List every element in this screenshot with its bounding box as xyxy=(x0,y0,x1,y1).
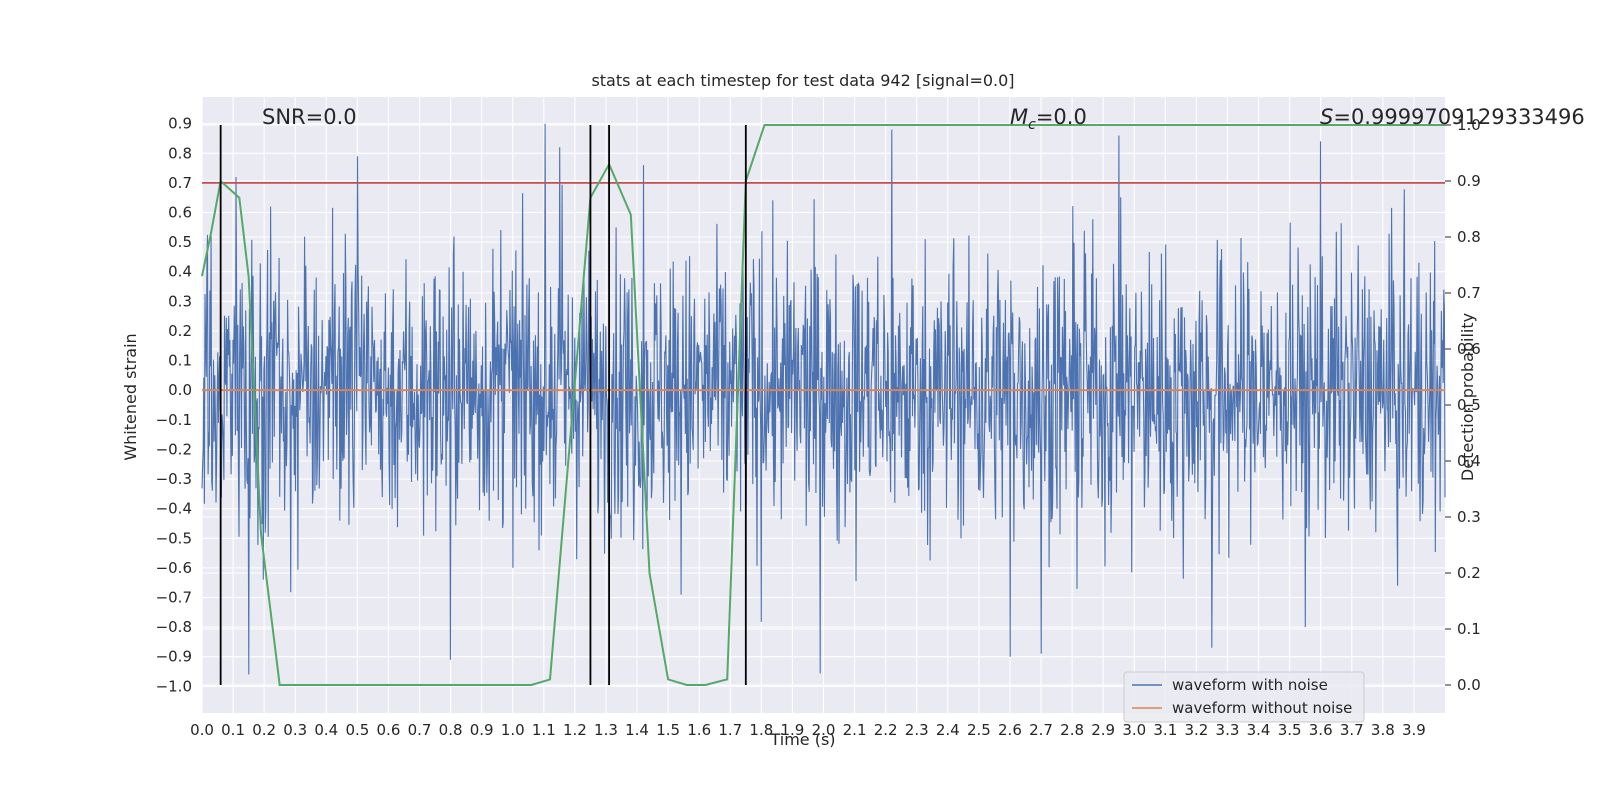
x-tick-label: 1.2 xyxy=(563,721,587,739)
x-tick-label: 3.3 xyxy=(1216,721,1240,739)
x-tick-label: 1.9 xyxy=(780,721,804,739)
x-tick-label: 2.4 xyxy=(936,721,960,739)
x-tick-label: 3.2 xyxy=(1184,721,1208,739)
chirp-mass-annotation: Mc=0.0 xyxy=(1010,105,1087,133)
x-tick-label: 1.3 xyxy=(594,721,618,739)
y2-tick-label: 0.6 xyxy=(1457,340,1481,358)
chirp-mass-symbol: M xyxy=(1010,105,1028,129)
y-tick-label: −1.0 xyxy=(156,677,192,695)
y2-tick-label: 0.3 xyxy=(1457,508,1481,526)
chirp-mass-value: =0.0 xyxy=(1036,105,1087,129)
x-tick-label: 0.7 xyxy=(408,721,432,739)
x-tick-labels: 0.0 0.1 0.2 0.3 0.4 0.5 0.6 0.7 0.8 0.9 1.0 1.1 1.2 1… xyxy=(190,721,1426,739)
y-axis-label: Whitened strain xyxy=(121,333,140,460)
noisy-waveform-line xyxy=(201,123,1446,675)
x-tick-label: 0.4 xyxy=(314,721,338,739)
x-tick-label: 1.4 xyxy=(625,721,649,739)
y-tick-label: 0.2 xyxy=(168,322,192,340)
x-tick-label: 1.6 xyxy=(687,721,711,739)
y-tick-label: 0.9 xyxy=(168,115,192,133)
y2-tick-label: 0.5 xyxy=(1457,396,1481,414)
plot-area xyxy=(201,97,1451,713)
x-tick-label: 2.5 xyxy=(967,721,991,739)
x-tick-label: 3.5 xyxy=(1278,721,1302,739)
chirp-mass-subscript: c xyxy=(1028,117,1036,133)
legend-label-clean: waveform without noise xyxy=(1172,699,1352,717)
x-tick-label: 0.1 xyxy=(221,721,245,739)
y-tick-label: 0.8 xyxy=(168,144,192,162)
legend-label-noisy: waveform with noise xyxy=(1172,676,1328,694)
x-tick-label: 3.8 xyxy=(1371,721,1395,739)
x-tick-label: 0.0 xyxy=(190,721,214,739)
y2-tick-label: 0.2 xyxy=(1457,564,1481,582)
y-tick-label: 0.1 xyxy=(168,352,192,370)
y-tick-label: −0.7 xyxy=(156,589,192,607)
x-tick-label: 1.8 xyxy=(749,721,773,739)
y-tick-label: −0.6 xyxy=(156,559,192,577)
x-tick-label: 0.6 xyxy=(377,721,401,739)
y-tick-label: 0.5 xyxy=(168,233,192,251)
x-tick-label: 0.8 xyxy=(439,721,463,739)
score-annotation: S=0.9999709129333496 xyxy=(1320,105,1585,129)
y-tick-label: 0.3 xyxy=(168,292,192,310)
x-tick-label: 0.2 xyxy=(252,721,276,739)
x-tick-label: 0.5 xyxy=(345,721,369,739)
y-tick-label: 0.0 xyxy=(168,381,192,399)
y-tick-label: −0.5 xyxy=(156,529,192,547)
y-tick-label: −0.8 xyxy=(156,618,192,636)
y-tick-label: 0.7 xyxy=(168,174,192,192)
legend-box xyxy=(1123,671,1365,723)
y2-tick-label: 0.9 xyxy=(1457,172,1481,190)
y-tick-label: −0.4 xyxy=(156,500,192,518)
y-tick-label: −0.2 xyxy=(156,440,192,458)
x-tick-label: 3.1 xyxy=(1153,721,1177,739)
x-tick-label: 3.6 xyxy=(1309,721,1333,739)
x-tick-label: 3.9 xyxy=(1402,721,1426,739)
y-tick-label: −0.3 xyxy=(156,470,192,488)
detection-markers xyxy=(219,125,747,685)
y-tick-label: 0.4 xyxy=(168,263,192,281)
x-axis-label: Time (s) xyxy=(769,730,835,749)
x-tick-label: 2.3 xyxy=(905,721,929,739)
y2-axis-label: Detection probability xyxy=(1458,313,1477,481)
x-tick-label: 2.2 xyxy=(874,721,898,739)
x-tick-label: 2.0 xyxy=(812,721,836,739)
y2-tick-label: 0.1 xyxy=(1457,620,1481,638)
x-tick-label: 2.8 xyxy=(1060,721,1084,739)
x-tick-label: 2.1 xyxy=(843,721,867,739)
x-tick-label: 0.9 xyxy=(470,721,494,739)
y2-tick-label: 0.0 xyxy=(1457,676,1481,694)
y-tick-labels: 0.9 0.8 0.7 0.6 0.5 0.4 0.3 0.2 0.1 0.0 −0.1 −0.2 −0… xyxy=(156,115,192,696)
score-symbol: S xyxy=(1320,105,1333,129)
legend: waveform with noise waveform without noi… xyxy=(1123,671,1365,723)
snr-annotation: SNR=0.0 xyxy=(262,105,357,129)
x-tick-label: 3.4 xyxy=(1247,721,1271,739)
x-tick-label: 2.9 xyxy=(1091,721,1115,739)
y2-tick-label: 0.8 xyxy=(1457,228,1481,246)
y2-tick-label: 0.4 xyxy=(1457,452,1481,470)
x-tick-label: 0.3 xyxy=(283,721,307,739)
y2-tick-label: 1.0 xyxy=(1457,116,1481,134)
score-value: =0.9999709129333496 xyxy=(1333,105,1584,129)
chart-title: stats at each timestep for test data 942… xyxy=(591,71,1014,90)
x-tick-label: 1.5 xyxy=(656,721,680,739)
x-tick-label: 1.1 xyxy=(532,721,556,739)
x-tick-label: 1.0 xyxy=(501,721,525,739)
y2-tick-labels: 1.0 0.9 0.8 0.7 0.6 0.5 0.4 0.3 0.2 0.1 0.0 xyxy=(1457,116,1481,694)
x-tick-label: 2.6 xyxy=(998,721,1022,739)
x-tick-label: 3.0 xyxy=(1122,721,1146,739)
y2-tick-label: 0.7 xyxy=(1457,284,1481,302)
x-tick-label: 2.7 xyxy=(1029,721,1053,739)
y-tick-label: −0.9 xyxy=(156,648,192,666)
x-tick-label: 3.7 xyxy=(1340,721,1364,739)
y-tick-label: 0.6 xyxy=(168,204,192,222)
y-tick-label: −0.1 xyxy=(156,411,192,429)
x-tick-label: 1.7 xyxy=(718,721,742,739)
